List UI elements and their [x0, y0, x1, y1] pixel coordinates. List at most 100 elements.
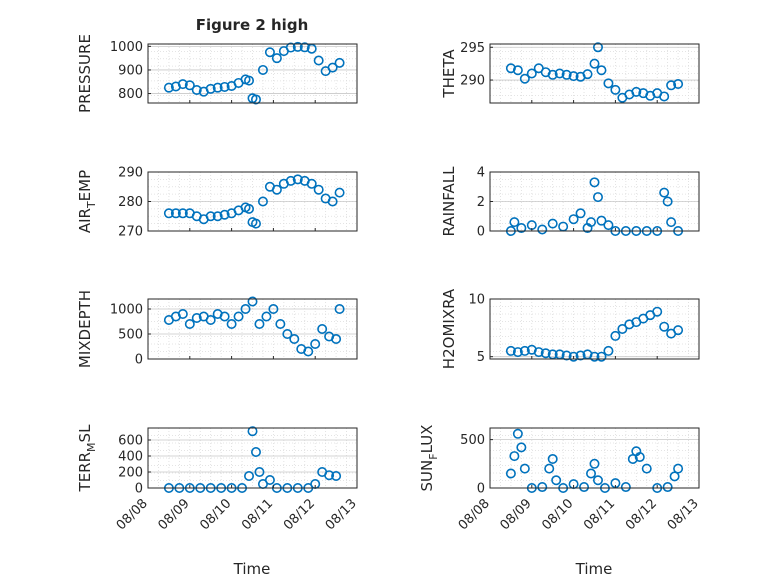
y-tick-label: 10 [468, 293, 485, 308]
x-tick-label: 08/09 [498, 496, 535, 533]
data-point [244, 470, 255, 481]
data-point [317, 323, 328, 334]
data-point [512, 65, 523, 76]
data-point [659, 321, 670, 332]
data-point [592, 42, 603, 53]
data-point [554, 68, 565, 79]
x-tick-label: 08/10 [539, 496, 576, 533]
y-tick-label: 200 [118, 466, 143, 481]
y-tick-label: 400 [118, 450, 143, 465]
data-point [334, 303, 345, 314]
y-tick-label: 280 [118, 195, 143, 210]
data-point [261, 311, 272, 322]
data-point [257, 196, 268, 207]
data-point [631, 86, 642, 97]
series-points [505, 306, 684, 362]
data-point [537, 482, 548, 493]
data-point [271, 53, 282, 64]
x-tick-label: 08/08 [456, 496, 493, 533]
data-point [331, 333, 342, 344]
data-point [244, 203, 255, 214]
axes-box [147, 298, 358, 360]
data-point [603, 220, 614, 231]
data-point [292, 41, 303, 52]
data-point [512, 428, 523, 439]
series-points [505, 42, 684, 103]
y-tick-label: 290 [118, 166, 143, 181]
data-point [662, 196, 673, 207]
data-point [589, 177, 600, 188]
data-point [163, 82, 174, 93]
data-point [516, 442, 527, 453]
data-point [568, 351, 579, 362]
y-axis-label: THETA [440, 49, 458, 99]
y-axis-label: SUNFLUX [418, 425, 440, 492]
data-point [219, 311, 230, 322]
data-point [282, 328, 293, 339]
data-point [219, 81, 230, 92]
data-point [589, 458, 600, 469]
data-point [334, 57, 345, 68]
data-point [505, 345, 516, 356]
axes-box [147, 427, 358, 489]
data-point [275, 318, 286, 329]
data-point [659, 187, 670, 198]
data-point [592, 475, 603, 486]
subplot-sun_flux: 0 500 08/08 08/09 08/10 08/11 08/12 08/13 SUNFLU… [418, 425, 702, 534]
data-point [191, 85, 202, 96]
data-point [285, 42, 296, 53]
x-tick-label: 08/11 [239, 496, 276, 533]
data-point [306, 43, 317, 54]
y-tick-label: 5 [477, 350, 485, 365]
y-axis-label: MIXDEPTH [76, 290, 94, 368]
data-point [603, 345, 614, 356]
x-tick-label: 08/13 [323, 496, 360, 533]
axes-box [489, 427, 700, 489]
subplot-pressure: 800 900 1000 PRESSURE [76, 34, 358, 113]
data-point [509, 451, 520, 462]
data-point [596, 215, 607, 226]
data-point [505, 63, 516, 74]
data-point [589, 351, 600, 362]
data-point [250, 94, 261, 105]
data-point [205, 83, 216, 94]
data-point [271, 184, 282, 195]
data-point [331, 470, 342, 481]
data-point [673, 463, 684, 474]
series-points [163, 296, 345, 357]
data-point [505, 468, 516, 479]
data-point [191, 312, 202, 323]
data-point [257, 64, 268, 75]
data-point [324, 470, 335, 481]
data-point [226, 318, 237, 329]
data-point [533, 347, 544, 358]
x-tick-label: 08/11 [581, 496, 618, 533]
data-point [641, 463, 652, 474]
y-tick-label: 2 [477, 195, 485, 210]
data-point [575, 350, 586, 361]
data-point [561, 350, 572, 361]
subplot-h2omixra: 5 10 H2OMIXRA [440, 288, 700, 369]
data-point [268, 303, 279, 314]
data-point [303, 346, 314, 357]
data-point [212, 82, 223, 93]
x-tick-label: 08/10 [197, 496, 234, 533]
subplot-rainfall: 0 2 4 RAINFALL [440, 166, 700, 240]
subplot-mixdepth: 0 500 1000 MIXDEPTH [76, 290, 358, 368]
y-axis-label: PRESSURE [76, 34, 94, 113]
data-point [673, 325, 684, 336]
data-point [334, 187, 345, 198]
y-tick-label: 800 [118, 87, 143, 102]
data-point [205, 211, 216, 222]
data-point [170, 208, 181, 219]
data-point [586, 468, 597, 479]
data-point [666, 80, 677, 91]
data-point [568, 71, 579, 82]
data-point [519, 73, 530, 84]
data-point [589, 58, 600, 69]
data-point [586, 217, 597, 228]
y-tick-label: 1000 [110, 40, 143, 55]
axes-box [147, 43, 358, 104]
